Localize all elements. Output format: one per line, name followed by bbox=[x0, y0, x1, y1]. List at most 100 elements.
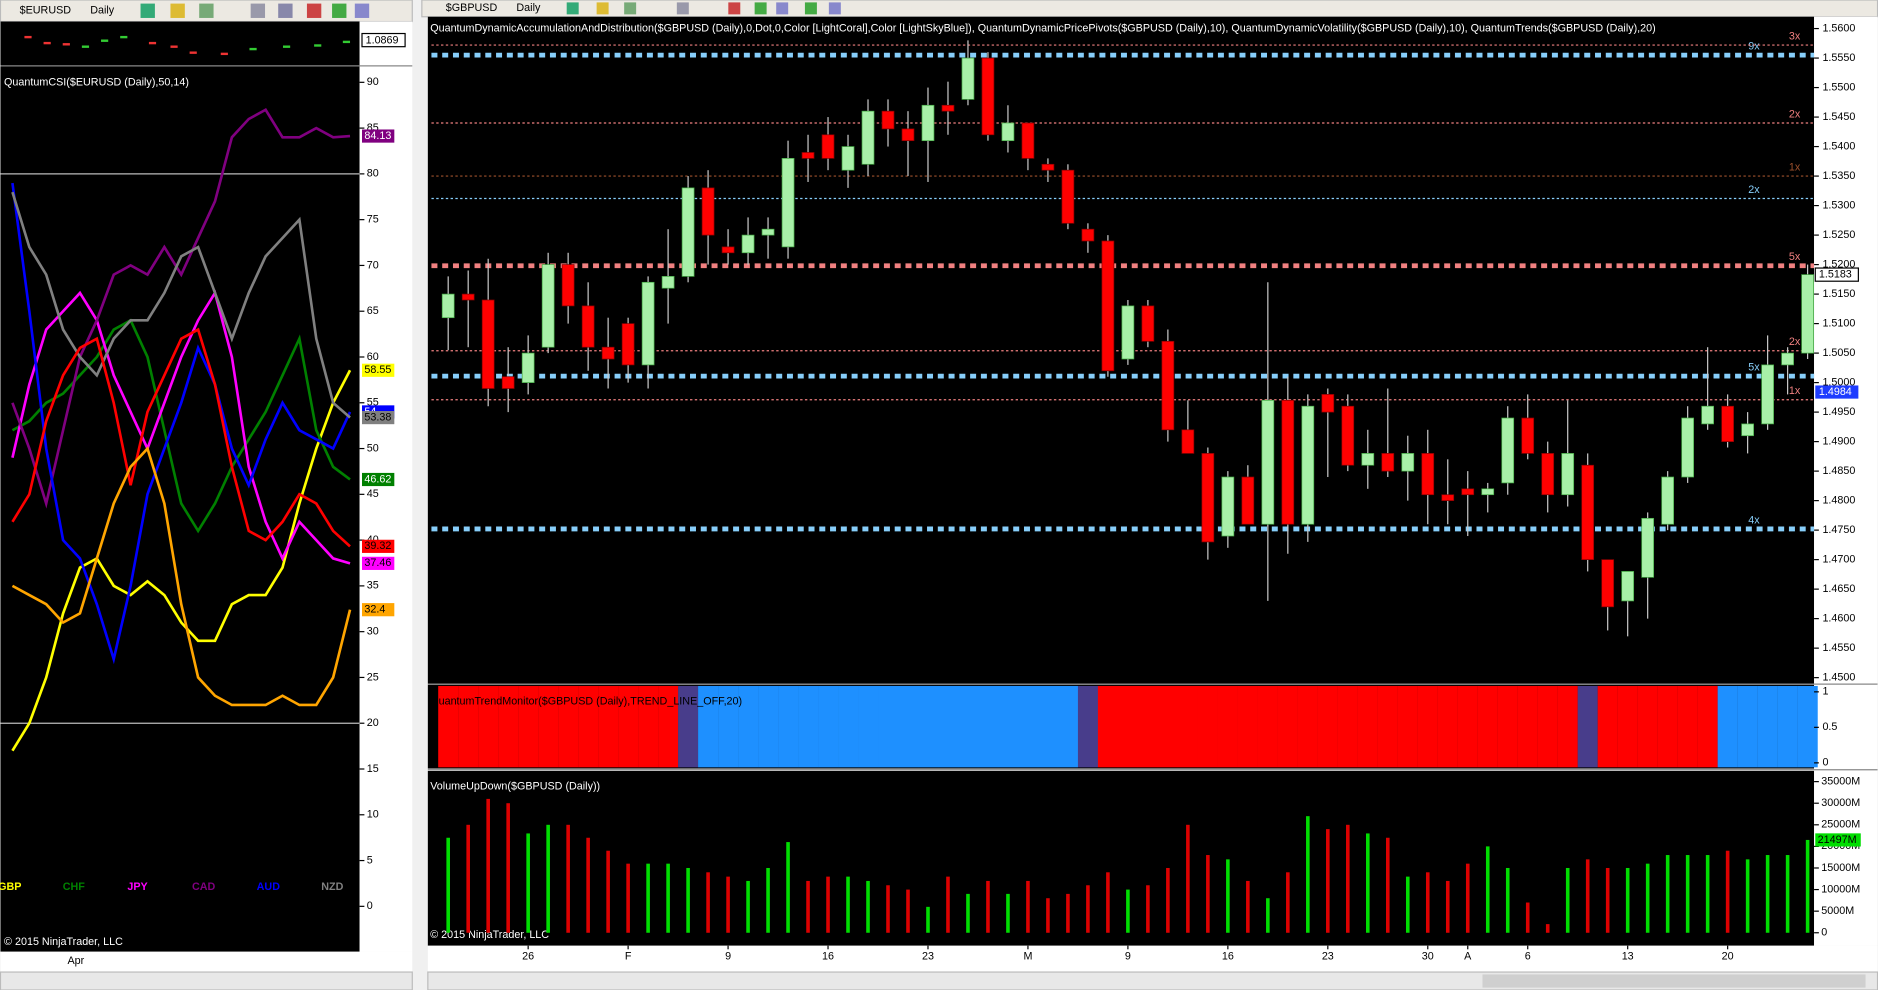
level-label: 2x bbox=[1789, 336, 1801, 348]
last-value-box bbox=[361, 129, 395, 143]
mini-bar bbox=[170, 45, 178, 48]
tool-button[interactable] bbox=[804, 2, 817, 15]
volume-bar bbox=[1725, 850, 1730, 933]
csi-panel bbox=[0, 65, 360, 952]
tool-button[interactable] bbox=[754, 2, 767, 15]
candle-body bbox=[461, 293, 475, 301]
tool-button[interactable] bbox=[140, 3, 155, 18]
trend-segment bbox=[1137, 685, 1159, 768]
volume-bar bbox=[1106, 872, 1110, 933]
y-tick-label: 1 bbox=[1822, 686, 1828, 698]
left-date-axis bbox=[0, 951, 413, 973]
tool-button[interactable] bbox=[728, 2, 741, 15]
candle-body bbox=[721, 246, 735, 254]
tool-button[interactable] bbox=[566, 2, 579, 15]
candle-body bbox=[1061, 169, 1075, 224]
y-tick-label: 25000M bbox=[1821, 819, 1860, 831]
legend-entry: CHF bbox=[63, 881, 86, 893]
y-tick-label: 1.5150 bbox=[1822, 288, 1855, 300]
tool-button[interactable] bbox=[624, 2, 637, 15]
trend-segment bbox=[1197, 685, 1218, 768]
x-tick-label: F bbox=[625, 950, 632, 962]
copyright: © 2015 NinjaTrader, LLC bbox=[4, 936, 123, 948]
candle-body bbox=[1421, 453, 1435, 496]
interval-selector[interactable]: Daily bbox=[516, 2, 541, 14]
tool-button[interactable] bbox=[250, 3, 266, 18]
left-scrollbar[interactable] bbox=[0, 971, 413, 990]
candle-body bbox=[1141, 305, 1155, 342]
csi-line bbox=[11, 369, 352, 752]
y-tick-label: 1.5000 bbox=[1822, 376, 1855, 388]
tool-button[interactable] bbox=[676, 2, 689, 15]
tool-button[interactable] bbox=[354, 3, 370, 18]
candle-body bbox=[941, 104, 955, 112]
trend-segment bbox=[658, 685, 679, 768]
y-tick-label: 1.5600 bbox=[1822, 22, 1855, 34]
trend-segment bbox=[838, 685, 859, 768]
y-tick-label: 1.4800 bbox=[1822, 494, 1855, 506]
tool-button[interactable] bbox=[332, 3, 347, 18]
trend-segment bbox=[878, 685, 899, 768]
x-tick-label: M bbox=[1023, 950, 1032, 962]
volume-bar bbox=[806, 880, 810, 933]
volume-bar bbox=[1226, 859, 1230, 933]
mini-bar bbox=[249, 47, 257, 51]
y-tick-label: 1.4550 bbox=[1822, 642, 1855, 654]
y-tick-label: 1.5200 bbox=[1822, 258, 1855, 270]
candle-body bbox=[1001, 122, 1015, 142]
last-value-box bbox=[361, 363, 395, 377]
csi-line bbox=[11, 108, 351, 509]
tool-button[interactable] bbox=[306, 3, 322, 18]
trend-segment bbox=[698, 685, 719, 768]
volume-bar bbox=[1126, 889, 1130, 933]
scroll-thumb[interactable] bbox=[1482, 974, 1866, 988]
volume-bar bbox=[1665, 855, 1670, 933]
instrument-selector[interactable]: $GBPUSD bbox=[446, 2, 498, 14]
trend-segment bbox=[678, 685, 699, 768]
x-tick-label: 30 bbox=[1422, 950, 1434, 962]
tool-button[interactable] bbox=[199, 3, 214, 18]
trend-segment bbox=[778, 685, 799, 768]
candle-body bbox=[1281, 399, 1295, 525]
interval-selector[interactable]: Daily bbox=[90, 5, 115, 17]
x-tick-label: 9 bbox=[1125, 950, 1131, 962]
candle-body bbox=[1761, 364, 1774, 425]
trend-segment bbox=[1797, 685, 1818, 768]
last-value-label: 39.32 bbox=[364, 540, 391, 552]
volume-bar bbox=[546, 824, 550, 933]
tool-button[interactable] bbox=[170, 3, 185, 18]
y-tick-label: 35000M bbox=[1821, 775, 1860, 787]
tool-button[interactable] bbox=[596, 2, 609, 15]
volume-bar bbox=[1385, 837, 1390, 933]
volume-bar bbox=[966, 893, 970, 933]
volume-bar bbox=[866, 880, 870, 933]
y-tick-label: 1.4900 bbox=[1822, 435, 1855, 447]
mini-bar bbox=[43, 41, 51, 45]
trend-segment bbox=[458, 685, 479, 768]
instrument-selector[interactable]: $EURUSD bbox=[20, 5, 72, 17]
tool-button[interactable] bbox=[776, 2, 789, 15]
trend-segment bbox=[1297, 685, 1318, 768]
candle-body bbox=[1641, 517, 1655, 578]
candle-body bbox=[1521, 417, 1535, 454]
last-value-label: 32.4 bbox=[364, 604, 385, 616]
candle-body bbox=[1601, 559, 1615, 608]
level-label: 5x bbox=[1789, 251, 1801, 263]
last-value-label: 84.13 bbox=[364, 130, 391, 142]
trend-segment bbox=[1717, 685, 1738, 768]
candle-body bbox=[1401, 453, 1415, 472]
volume-bar bbox=[1545, 924, 1550, 933]
trend-segment bbox=[818, 685, 839, 768]
x-tick-label: 23 bbox=[1322, 950, 1334, 962]
candle-body bbox=[1161, 340, 1175, 431]
tool-button[interactable] bbox=[828, 2, 841, 15]
y-tick-label: 30 bbox=[367, 626, 379, 638]
last-value-label: 53.38 bbox=[364, 411, 391, 423]
y-tick-label: 1.5500 bbox=[1822, 81, 1855, 93]
candle-body bbox=[881, 110, 895, 130]
trend-segment bbox=[1257, 685, 1278, 768]
trend-segment bbox=[1517, 685, 1538, 768]
tool-button[interactable] bbox=[278, 3, 293, 18]
last-value-box bbox=[361, 472, 395, 487]
volume-bar bbox=[1785, 855, 1790, 933]
